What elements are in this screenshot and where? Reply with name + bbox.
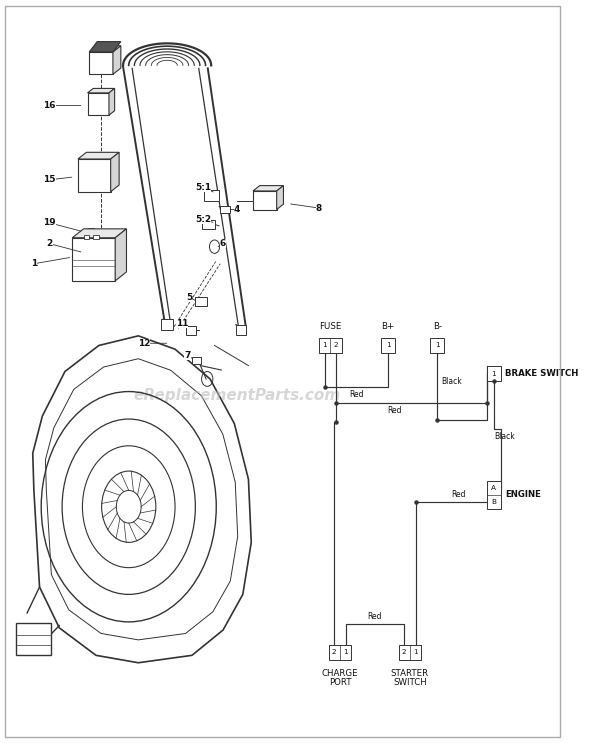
Text: 1: 1 xyxy=(386,343,391,348)
Polygon shape xyxy=(72,229,126,238)
Bar xyxy=(487,481,501,509)
Bar xyxy=(381,338,395,353)
Polygon shape xyxy=(115,229,126,281)
Bar xyxy=(202,220,215,229)
Polygon shape xyxy=(253,191,277,210)
Polygon shape xyxy=(277,186,283,210)
Text: 1: 1 xyxy=(435,343,440,348)
Text: 11: 11 xyxy=(176,319,188,328)
Bar xyxy=(186,326,196,335)
Polygon shape xyxy=(111,152,119,192)
Text: 6: 6 xyxy=(220,239,226,248)
Bar xyxy=(319,338,342,353)
Polygon shape xyxy=(78,159,111,192)
Text: 4: 4 xyxy=(234,205,240,214)
Bar xyxy=(192,357,201,364)
Text: ENGINE: ENGINE xyxy=(505,490,540,499)
Text: 2: 2 xyxy=(402,649,407,655)
Text: Black: Black xyxy=(494,432,516,441)
Text: SWITCH: SWITCH xyxy=(393,678,427,687)
Text: STARTER: STARTER xyxy=(391,669,429,678)
Polygon shape xyxy=(33,336,251,663)
Text: Black: Black xyxy=(441,377,462,386)
Polygon shape xyxy=(113,46,121,74)
Text: B-: B- xyxy=(432,322,442,331)
Text: CHARGE: CHARGE xyxy=(322,669,358,678)
Text: Red: Red xyxy=(349,390,363,399)
Bar xyxy=(204,190,219,201)
Bar xyxy=(162,319,173,330)
Text: 2: 2 xyxy=(47,239,53,248)
Text: Red: Red xyxy=(387,406,402,415)
Bar xyxy=(195,297,206,306)
Polygon shape xyxy=(253,186,283,191)
Text: B: B xyxy=(491,499,496,505)
Text: 2: 2 xyxy=(332,649,336,655)
Text: Red: Red xyxy=(368,612,382,621)
Bar xyxy=(87,228,94,234)
Text: 15: 15 xyxy=(44,175,56,184)
Text: 5:1: 5:1 xyxy=(195,183,211,192)
Polygon shape xyxy=(78,152,119,159)
Text: 1: 1 xyxy=(491,371,496,377)
Polygon shape xyxy=(87,93,109,115)
Text: 2: 2 xyxy=(334,343,338,348)
Polygon shape xyxy=(89,42,121,52)
Text: 5:2: 5:2 xyxy=(195,215,211,224)
Polygon shape xyxy=(89,46,121,52)
Text: 1: 1 xyxy=(322,343,327,348)
Bar xyxy=(329,645,351,660)
Polygon shape xyxy=(89,52,113,74)
Text: 12: 12 xyxy=(137,339,150,348)
Bar xyxy=(236,325,246,335)
Text: 5: 5 xyxy=(186,293,192,302)
Text: FUSE: FUSE xyxy=(319,322,342,331)
Bar xyxy=(487,366,501,381)
Text: Red: Red xyxy=(451,490,466,499)
Bar xyxy=(220,206,230,213)
Text: BRAKE SWITCH: BRAKE SWITCH xyxy=(506,369,579,378)
Text: A: A xyxy=(491,484,496,491)
Text: B+: B+ xyxy=(382,322,395,331)
Text: PORT: PORT xyxy=(329,678,351,687)
Bar xyxy=(93,235,99,239)
Text: 1: 1 xyxy=(31,259,37,268)
Text: eReplacementParts.com: eReplacementParts.com xyxy=(133,388,341,403)
Text: 19: 19 xyxy=(44,218,56,227)
Text: 8: 8 xyxy=(316,204,322,212)
Text: 7: 7 xyxy=(184,351,191,360)
Text: 1: 1 xyxy=(343,649,348,655)
Bar xyxy=(399,645,421,660)
Bar xyxy=(84,235,89,239)
Polygon shape xyxy=(45,359,238,640)
Text: 1: 1 xyxy=(413,649,418,655)
Polygon shape xyxy=(87,88,114,93)
Polygon shape xyxy=(109,88,114,115)
Text: 16: 16 xyxy=(44,101,56,110)
Polygon shape xyxy=(72,238,115,281)
Bar xyxy=(430,338,444,353)
Polygon shape xyxy=(16,623,51,655)
